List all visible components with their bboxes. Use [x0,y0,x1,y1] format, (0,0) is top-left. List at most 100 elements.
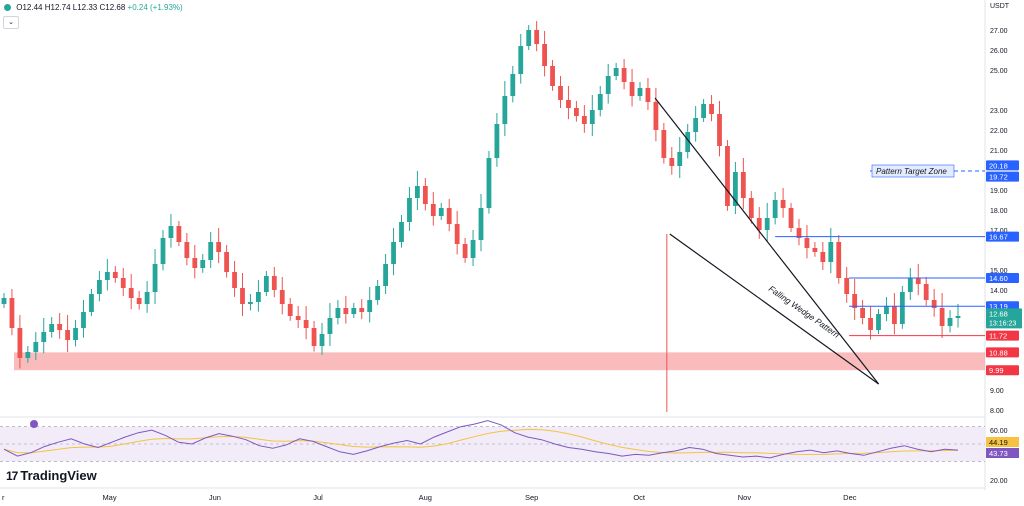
candle-body [128,288,134,298]
candle-body [192,258,198,268]
candle-body [502,96,508,124]
target-bottom-tag: 19.72 [989,173,1008,182]
candle-body [271,276,277,290]
price-tick-label: 25.00 [990,68,1008,75]
price-tick-label: 18.00 [990,208,1008,215]
support-bottom-tag-bg [986,365,1019,376]
time-tick-label: Sep [525,493,538,502]
candle-body [73,328,78,340]
candle-body [820,252,826,262]
candle-body [104,272,110,280]
target-top-tag: 20.18 [989,161,1008,170]
high-value: 12.74 [50,3,71,12]
time-tick-label: May [102,493,116,502]
target-zone-label: Pattern Target Zone [876,167,947,176]
chart-grid [0,0,986,490]
candle-body [884,306,889,314]
wedge-lower-line [669,233,879,385]
rsi-tick-label: 60.00 [990,428,1008,435]
candle-body [526,30,532,46]
candle-body [327,318,333,334]
candle-body [160,238,166,264]
candle-body [446,208,452,224]
time-tick-label: Jun [209,493,221,502]
candle-body [486,158,492,208]
candle-body [407,198,412,222]
currency-label[interactable]: USDT [990,3,1010,10]
candle-body [279,290,285,304]
candle-body [120,278,126,288]
candle-body [566,100,571,108]
candle-body [717,114,722,146]
level-tag: 11.72 [989,332,1007,341]
level-tag-bg [986,231,1019,242]
candle-body [844,278,850,294]
candle-body [184,242,190,258]
support-zone [14,352,985,371]
candle-body [248,302,253,304]
candle-body [415,186,420,198]
candle-body [462,244,468,258]
candle-body [359,308,365,312]
target-zone-box [871,164,955,178]
candle-body [947,318,953,326]
candle-body [33,342,39,352]
price-tick-label: 21.00 [990,148,1008,155]
candle-body [852,294,858,308]
rsi-ma-line [3,428,959,456]
support-top-tag: 10.88 [989,348,1008,357]
candle-body [828,242,834,262]
candle-body [677,152,683,166]
price-tick-label: 14.00 [990,288,1008,295]
chevron-down-icon[interactable]: ⌄ [3,16,19,29]
support-bottom-tag: 9.99 [989,366,1004,375]
price-tick-label: 17.00 [990,228,1008,235]
time-tick-label: Nov [738,493,752,502]
candle-body [669,158,675,166]
candle-body [931,300,937,308]
time-tick-label: Aug [419,493,432,502]
candle-body [804,238,810,248]
candle-body [661,130,667,158]
candle-body [168,226,174,238]
candle-body [955,316,961,318]
candle-body [836,242,842,278]
price-axis: 27.00 26.00 25.00 23.00 22.00 21.00 19.00 18.00… [986,28,1022,415]
candle-body [518,46,524,74]
time-tick-label: Jul [313,493,323,502]
candle-body [733,172,738,206]
low-value: 12.33 [77,3,98,12]
candle-body [748,198,754,218]
candle-body [637,88,643,96]
candle-body [605,76,611,94]
candle-body [788,208,794,228]
candle-body [764,218,770,230]
candle-body [240,288,245,304]
rsi-panel: 60.00 20.00 44.19 43.73 [0,420,1019,485]
price-tick-label: 22.00 [990,128,1008,135]
candle-body [319,334,325,346]
tradingview-logo: 17 TradingView [6,468,97,483]
rsi-ma-tag: 43.73 [989,449,1008,458]
candle-body [367,300,373,312]
candle-body [49,324,55,332]
candle-body [216,242,222,252]
price-tick-label: 23.00 [990,108,1008,115]
level-tag: 16.67 [989,233,1008,242]
candle-body [25,352,31,358]
candle-body [860,308,865,318]
candle-body [876,314,881,330]
candle-body [144,292,150,304]
falling-wedge: Falling Wedge Pattern [654,97,880,385]
candle-body [494,124,500,158]
candle-body [65,330,70,340]
candle-body [558,86,563,100]
candle-body [81,312,86,328]
candle-body [438,208,444,216]
rsi-indicator-icon [30,420,38,428]
candle-body [343,308,349,314]
open-label: O [16,3,23,12]
candle-body [510,74,516,96]
rsi-value-tag: 44.19 [989,438,1008,447]
